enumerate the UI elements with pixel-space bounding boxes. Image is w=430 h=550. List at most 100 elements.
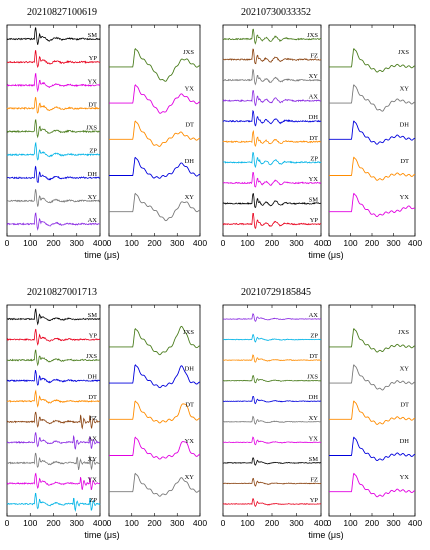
magnified-series-label: DH <box>185 365 195 372</box>
magnified-line-yx <box>329 472 416 498</box>
magnified-line-dh <box>329 120 416 145</box>
series-label: YX <box>88 476 98 483</box>
series-line-jxs <box>222 375 322 384</box>
series-line-zp <box>222 334 321 343</box>
series-label: DT <box>309 135 318 142</box>
x-tick-label: 400 <box>408 238 422 248</box>
x-tick-label: 100 <box>343 238 357 248</box>
series-label: DT <box>88 101 97 108</box>
series-line-yx <box>222 436 322 446</box>
magnified-line-dt <box>329 156 416 181</box>
series-label: DT <box>88 394 97 401</box>
series-line-zp <box>222 152 322 169</box>
series-line-fz <box>6 411 101 430</box>
x-tick-label: 100 <box>23 518 37 528</box>
series-line-yx <box>6 72 101 93</box>
panel-title: 20210827001713 <box>27 287 97 298</box>
series-label: SM <box>88 32 98 39</box>
x-tick-label: 300 <box>70 238 84 248</box>
series-line-ax <box>6 432 101 450</box>
x-tick-label: 300 <box>170 518 184 528</box>
magnified-axes-panel-4: 0 100 200 300 400 JXS XY DT DH YX <box>327 304 422 528</box>
series-label: XY <box>309 73 319 80</box>
series-label: YP <box>89 333 98 340</box>
magnified-series-label: DT <box>400 158 409 165</box>
magnified-series-label: DT <box>400 402 409 409</box>
magnified-line-xy <box>109 472 201 497</box>
series-label: YX <box>309 435 319 442</box>
series-label: ZP <box>310 155 318 162</box>
stack-axes-panel-4: 0 100 200 300 400 AX ZP DT JXS DH XY YX SM FZ YP <box>221 304 328 528</box>
stack-axes-panel-3: 0 100 200 300 400 SM YP JXS DH DT FZ AX XY YX ZP <box>5 304 107 528</box>
series-line-fz <box>222 48 322 65</box>
magnified-line-xy <box>329 364 416 391</box>
magnified-line-dh <box>109 156 201 179</box>
magnified-series-label: JXS <box>183 49 194 56</box>
magnified-series-label: XY <box>185 194 195 201</box>
x-tick-label: 200 <box>46 518 60 528</box>
magnified-line-dt <box>109 120 201 147</box>
magnified-line-yx <box>109 84 201 114</box>
magnified-series-label: XY <box>185 474 195 481</box>
x-tick-label: 0 <box>327 518 332 528</box>
series-line-xy <box>222 68 322 86</box>
x-tick-label: 200 <box>265 518 279 528</box>
magnified-series-label: DT <box>185 402 194 409</box>
series-label: SM <box>88 312 98 319</box>
series-label: DH <box>88 374 98 381</box>
series-label: DH <box>309 394 319 401</box>
magnified-series-label: YX <box>400 194 410 201</box>
magnified-line-dt <box>109 400 201 424</box>
magnified-series-label: YX <box>185 438 195 445</box>
series-line-yp <box>222 498 322 507</box>
magnified-line-jxs <box>329 47 416 73</box>
series-line-sm <box>6 308 101 326</box>
series-line-zp <box>6 141 101 161</box>
series-line-dt <box>6 96 101 114</box>
series-line-sm <box>223 457 322 466</box>
series-line-xy <box>6 188 100 207</box>
x-tick-label: 400 <box>314 518 328 528</box>
x-tick-label: 400 <box>408 518 422 528</box>
x-tick-label: 400 <box>93 518 107 528</box>
series-line-ax <box>6 212 101 231</box>
series-label: DH <box>88 171 98 178</box>
series-label: DH <box>309 114 319 121</box>
series-label: AX <box>309 312 319 319</box>
x-tick-label: 200 <box>365 518 379 528</box>
x-tick-label: 300 <box>386 238 400 248</box>
series-line-ax <box>222 313 322 322</box>
series-line-dt <box>222 354 322 363</box>
magnified-line-yx <box>109 436 201 460</box>
x-axis-label: time (μs) <box>84 250 119 260</box>
x-tick-label: 400 <box>93 238 107 248</box>
magnified-series-label: DH <box>185 158 195 165</box>
series-label: XY <box>88 456 98 463</box>
series-label: YX <box>88 78 98 85</box>
x-axis-label: time (μs) <box>308 250 343 260</box>
x-tick-label: 300 <box>289 238 303 248</box>
x-tick-label: 0 <box>327 238 332 248</box>
magnified-series-label: JXS <box>398 329 409 336</box>
magnified-axes-frame <box>328 24 416 237</box>
magnified-axes-panel-2: 0 100 200 300 400 JXS XY DH DT YX <box>327 24 422 248</box>
magnified-line-dh <box>329 436 416 462</box>
series-label: AX <box>88 435 98 442</box>
series-line-sm <box>222 192 322 209</box>
series-label: YP <box>310 217 319 224</box>
series-label: FZ <box>89 415 97 422</box>
series-label: XY <box>309 415 319 422</box>
x-tick-label: 0 <box>5 238 10 248</box>
x-tick-label: 400 <box>193 518 207 528</box>
magnified-series-label: JXS <box>183 329 194 336</box>
magnified-line-yx <box>329 192 416 218</box>
panel-title: 20210729185845 <box>241 287 311 298</box>
magnified-axes-frame <box>328 304 416 517</box>
magnified-series-label: XY <box>400 365 410 372</box>
series-label: XY <box>88 194 98 201</box>
x-tick-label: 400 <box>193 238 207 248</box>
series-line-xy <box>222 415 322 425</box>
series-line-zp <box>6 492 101 512</box>
magnified-line-jxs <box>109 325 201 356</box>
series-label: YX <box>309 176 319 183</box>
